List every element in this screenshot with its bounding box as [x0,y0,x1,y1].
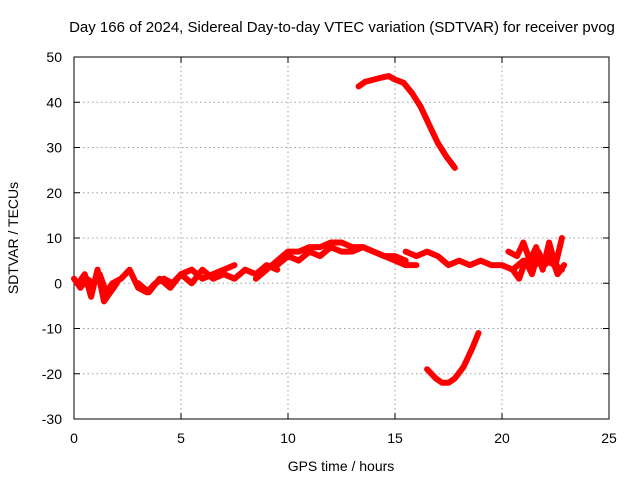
chart-title: Day 166 of 2024, Sidereal Day-to-day VTE… [69,19,615,36]
series-line-base-5 [274,244,409,269]
series-line-lower-arc [424,330,482,386]
grid-layer [74,57,609,419]
y-tick-label: 0 [54,275,62,291]
y-tick-label: 40 [46,94,62,110]
y-tick-label: 20 [46,185,62,201]
series-line-base-3 [135,262,281,296]
y-tick-label: -30 [42,411,62,427]
y-axis-label: SDTVAR / TECUs [5,182,21,294]
y-tick-label: -10 [42,321,62,337]
x-tick-label: 25 [601,430,617,446]
y-tick-label: 50 [46,49,62,65]
x-tick-label: 20 [494,430,510,446]
series-line-base-2 [75,266,120,305]
y-tick-label: 10 [46,230,62,246]
tick-labels: 0 5 10 15 20 25 -30 -20 -10 0 10 20 30 40 50 [42,49,617,446]
x-tick-label: 15 [387,430,403,446]
x-tick-label: 10 [280,430,296,446]
series-line-upper-arc [355,73,458,171]
series-line-base-8 [509,248,568,282]
x-axis-label: GPS time / hours [288,458,395,474]
x-tick-label: 0 [70,430,78,446]
y-tick-label: 30 [46,140,62,156]
series-layer [71,73,568,386]
y-tick-label: -20 [42,366,62,382]
x-tick-label: 5 [177,430,185,446]
